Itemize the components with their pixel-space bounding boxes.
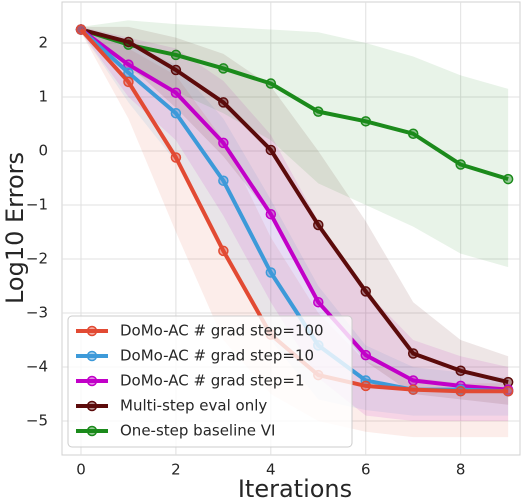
series-line (80, 27, 509, 182)
x-tick-label: 8 (456, 461, 466, 479)
y-axis-title: Log10 Errors (1, 152, 29, 304)
data-point (123, 76, 134, 88)
legend-label: One-step baseline VI (120, 422, 275, 440)
data-point (123, 36, 134, 48)
data-point (455, 365, 466, 377)
data-point (313, 219, 324, 231)
legend-label: DoMo-AC # grad step=1 (120, 372, 305, 390)
x-axis-title: Iterations (238, 475, 352, 503)
legend-box (67, 315, 353, 448)
series-line (80, 27, 509, 385)
data-point (218, 245, 229, 257)
y-tick-label: −5 (26, 411, 48, 429)
error-band (80, 26, 509, 405)
data-point (360, 380, 372, 392)
y-tick-label: −1 (26, 196, 48, 214)
data-point (455, 386, 466, 397)
series-line (79, 27, 509, 392)
legend-marker (86, 325, 98, 337)
legend-label: Multi-step eval only (120, 397, 267, 415)
data-point (170, 152, 182, 163)
data-point (218, 97, 229, 108)
data-point (407, 384, 419, 395)
data-point (265, 144, 277, 156)
legend-marker (86, 375, 98, 387)
data-point (360, 116, 372, 127)
y-tick-label: −4 (26, 357, 48, 375)
error-band (80, 26, 509, 421)
data-point (313, 106, 324, 117)
data-point (218, 175, 229, 186)
data-point (218, 63, 229, 74)
y-tick-label: −3 (26, 303, 48, 321)
legend-marker (86, 425, 98, 437)
data-point (455, 159, 466, 170)
data-point (502, 386, 514, 397)
data-point (313, 296, 324, 308)
y-tick-label: 0 (38, 142, 48, 160)
data-point (360, 286, 372, 297)
data-point (407, 375, 419, 386)
legend-marker (86, 350, 98, 362)
data-point (170, 107, 182, 119)
x-tick-label: 2 (171, 461, 181, 479)
legend-marker (86, 400, 98, 412)
x-tick-label: 0 (76, 461, 86, 479)
error-band (80, 26, 509, 416)
data-point (502, 173, 514, 185)
y-tick-label: 1 (38, 88, 48, 106)
legend-label: DoMo-AC # grad step=100 (120, 322, 324, 340)
y-tick-label: 2 (38, 34, 48, 52)
x-tick-label: 6 (361, 461, 371, 479)
x-tick-label: 4 (266, 461, 276, 479)
data-point (265, 208, 277, 220)
y-tick-label: −2 (26, 250, 48, 268)
data-point (218, 137, 229, 149)
data-point (407, 348, 419, 359)
error-band (80, 20, 509, 268)
data-point (75, 24, 87, 35)
data-point (170, 49, 182, 61)
data-point (407, 128, 419, 139)
data-point (360, 349, 372, 361)
data-point (265, 78, 277, 89)
data-point (170, 64, 182, 76)
data-point (123, 59, 134, 70)
data-point (265, 267, 277, 278)
legend-label: DoMo-AC # grad step=10 (120, 347, 314, 365)
data-point (170, 87, 182, 98)
